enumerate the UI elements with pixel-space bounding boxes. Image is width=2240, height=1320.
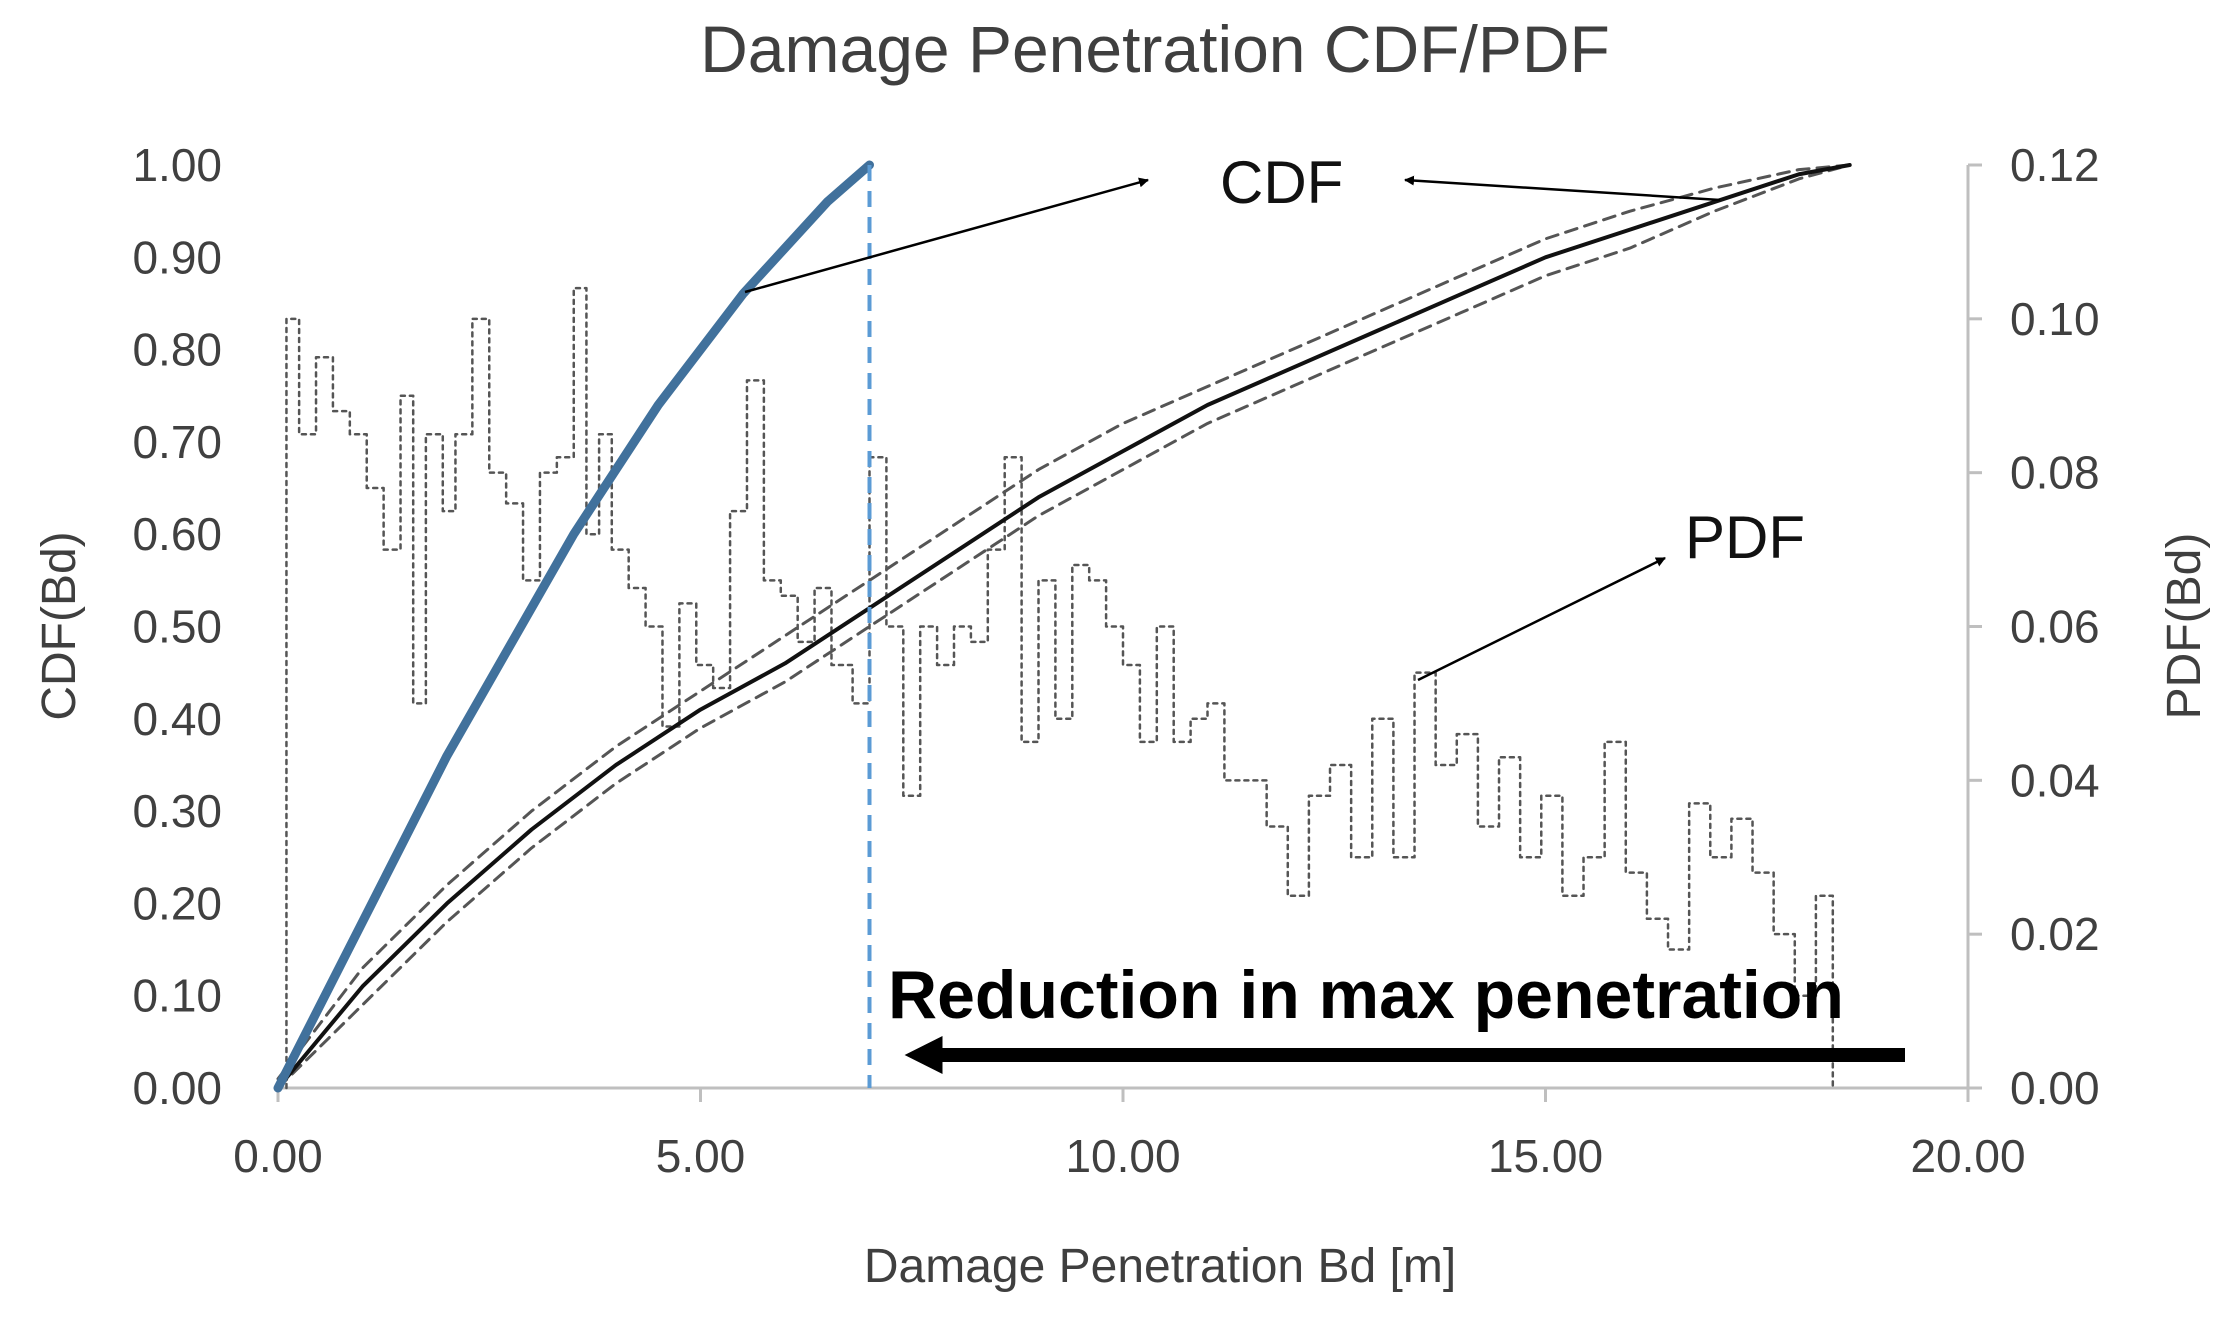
x-tick-label: 5.00 [656,1130,746,1182]
chart-title: Damage Penetration CDF/PDF [700,12,1610,86]
y-right-tick-label: 0.06 [2010,601,2100,653]
y-left-tick-label: 0.10 [132,970,222,1022]
axis-ticks: 0.00 0.10 0.20 0.30 0.40 0.50 0.60 0.70 0.80 0.90… [132,139,2099,1182]
arrow-cdf-right [1404,175,1721,202]
x-tick-label: 0.00 [233,1130,323,1182]
plot-series [273,160,1852,1093]
annotation-cdf: CDF [1220,149,1343,216]
series-cdf-lower-bound [276,163,1852,1090]
series-cdf-upper-bound [276,163,1852,1081]
y-right-tick-label: 0.10 [2010,293,2100,345]
series-pdf [285,286,1835,1090]
y-left-tick-label: 0.50 [132,601,222,653]
y-right-tick-label: 0.02 [2010,908,2100,960]
y-left-tick-label: 0.70 [132,416,222,468]
y-left-tick-label: 0.20 [132,877,222,929]
y-axis-label-right: PDF(Bd) [2158,533,2211,720]
y-left-tick-label: 0.60 [132,508,222,560]
y-left-tick-label: 0.80 [132,324,222,376]
y-left-tick-label: 0.90 [132,231,222,283]
y-right-tick-label: 0.12 [2010,139,2100,191]
annotation-pdf: PDF [1685,504,1805,571]
y-left-tick-label: 0.40 [132,693,222,745]
arrow-pdf [1417,556,1666,682]
annotations: CDF PDF Reduction in max penetration [744,149,1905,1074]
arrow-cdf-left [744,177,1149,294]
y-right-tick-label: 0.04 [2010,754,2100,806]
y-left-tick-label: 1.00 [132,139,222,191]
y-right-tick-label: 0.00 [2010,1062,2100,1114]
x-tick-label: 20.00 [1910,1130,2025,1182]
y-left-tick-label: 0.30 [132,785,222,837]
annotation-reduction: Reduction in max penetration [888,957,1844,1033]
series-cdf-reduced [273,160,874,1093]
x-tick-label: 10.00 [1065,1130,1180,1182]
x-tick-label: 15.00 [1488,1130,1603,1182]
y-left-tick-label: 0.00 [132,1062,222,1114]
x-axis-label: Damage Penetration Bd [m] [864,1240,1456,1293]
y-axis-label-left: CDF(Bd) [33,531,86,720]
series-cdf-original [276,163,1852,1090]
y-right-tick-label: 0.08 [2010,447,2100,499]
